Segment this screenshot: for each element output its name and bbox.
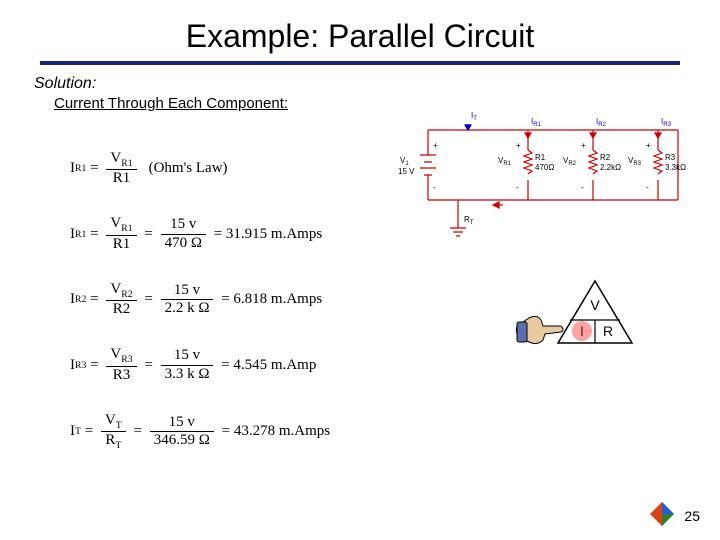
slide-title: Example: Parallel Circuit <box>0 0 720 55</box>
svg-text:V1: V1 <box>400 156 409 167</box>
svg-text:VR2: VR2 <box>563 156 577 167</box>
equation-4: IR3 = VR3 R3 = 15 v 3.3 k Ω = 4.545 m.Am… <box>70 346 330 383</box>
circuit-diagram: IT IR1 IR2 IR3 V1 15 V + - VR1 + - R1 470Ω… <box>398 100 698 240</box>
svg-text:V: V <box>590 297 600 313</box>
svg-text:+: + <box>581 141 586 150</box>
svg-text:2.2kΩ: 2.2kΩ <box>600 163 621 172</box>
svg-text:IR1: IR1 <box>531 117 542 128</box>
svg-text:-: - <box>516 183 519 192</box>
svg-text:IT: IT <box>471 111 477 122</box>
svg-text:-: - <box>646 183 649 192</box>
svg-text:RT: RT <box>464 215 474 226</box>
svg-text:+: + <box>646 141 651 150</box>
svg-text:R3: R3 <box>665 153 676 162</box>
svg-text:R2: R2 <box>600 153 611 162</box>
svg-text:R: R <box>603 323 613 339</box>
equation-3: IR2 = VR2 R2 = 15 v 2.2 k Ω = 6.818 m.Am… <box>70 281 330 318</box>
page-number: 25 <box>684 508 700 524</box>
svg-text:IR2: IR2 <box>596 117 607 128</box>
svg-text:470Ω: 470Ω <box>535 163 554 172</box>
solution-label: Solution: <box>34 75 720 93</box>
svg-text:+: + <box>516 141 521 150</box>
svg-text:R1: R1 <box>535 153 546 162</box>
svg-text:IR3: IR3 <box>661 117 672 128</box>
svg-text:-: - <box>433 183 436 192</box>
svg-text:3.3kΩ: 3.3kΩ <box>665 163 686 172</box>
corner-logo-icon <box>648 500 676 528</box>
pointing-hand-icon <box>515 312 565 350</box>
equation-5: IT = VT RT = 15 v 346.59 Ω = 43.278 m.Am… <box>70 412 330 451</box>
ohms-law-triangle-icon: V I R <box>555 278 635 348</box>
svg-text:VR3: VR3 <box>628 156 642 167</box>
equation-block: IR1 = VR1 R1 (Ohm's Law) IR1 = VR1 R1 = … <box>70 150 330 479</box>
title-underline <box>40 61 680 65</box>
svg-text:-: - <box>581 183 584 192</box>
equation-1: IR1 = VR1 R1 (Ohm's Law) <box>70 150 330 187</box>
svg-text:15 V: 15 V <box>398 167 415 176</box>
svg-text:VR1: VR1 <box>498 156 512 167</box>
svg-text:+: + <box>433 141 438 150</box>
equation-2: IR1 = VR1 R1 = 15 v 470 Ω = 31.915 m.Amp… <box>70 215 330 252</box>
